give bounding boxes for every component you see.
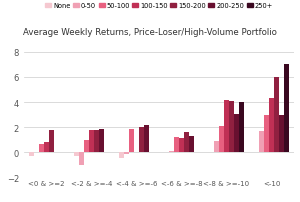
Bar bbox=[219, 126, 224, 153]
Bar bbox=[94, 130, 99, 153]
Bar bbox=[129, 129, 134, 153]
Bar bbox=[174, 138, 179, 153]
Bar bbox=[89, 130, 94, 153]
Bar bbox=[179, 138, 184, 153]
Bar bbox=[169, 151, 174, 153]
Bar bbox=[134, 152, 139, 153]
Text: Average Weekly Returns, Price-Loser/High-Volume Portfolio: Average Weekly Returns, Price-Loser/High… bbox=[23, 27, 277, 36]
Bar bbox=[39, 144, 44, 153]
Bar bbox=[229, 101, 234, 153]
Legend: None, 0-50, 50-100, 100-150, 150-200, 200-250, 250+: None, 0-50, 50-100, 100-150, 150-200, 20… bbox=[45, 3, 273, 9]
Bar bbox=[34, 152, 39, 153]
Bar bbox=[49, 130, 54, 153]
Bar bbox=[234, 115, 239, 153]
Bar bbox=[184, 133, 189, 153]
Bar bbox=[44, 143, 49, 153]
Bar bbox=[80, 153, 84, 165]
Bar bbox=[139, 128, 144, 153]
Bar bbox=[284, 65, 289, 153]
Bar bbox=[84, 140, 89, 153]
Bar bbox=[119, 153, 124, 158]
Bar bbox=[144, 125, 148, 153]
Bar bbox=[74, 153, 79, 157]
Bar bbox=[124, 153, 129, 154]
Bar bbox=[224, 100, 229, 153]
Bar bbox=[279, 115, 284, 153]
Bar bbox=[214, 141, 219, 153]
Bar bbox=[269, 99, 274, 153]
Bar bbox=[189, 136, 194, 153]
Bar bbox=[274, 78, 279, 153]
Bar bbox=[99, 129, 104, 153]
Bar bbox=[239, 103, 244, 153]
Bar bbox=[29, 153, 34, 157]
Bar bbox=[260, 132, 264, 153]
Bar bbox=[264, 115, 269, 153]
